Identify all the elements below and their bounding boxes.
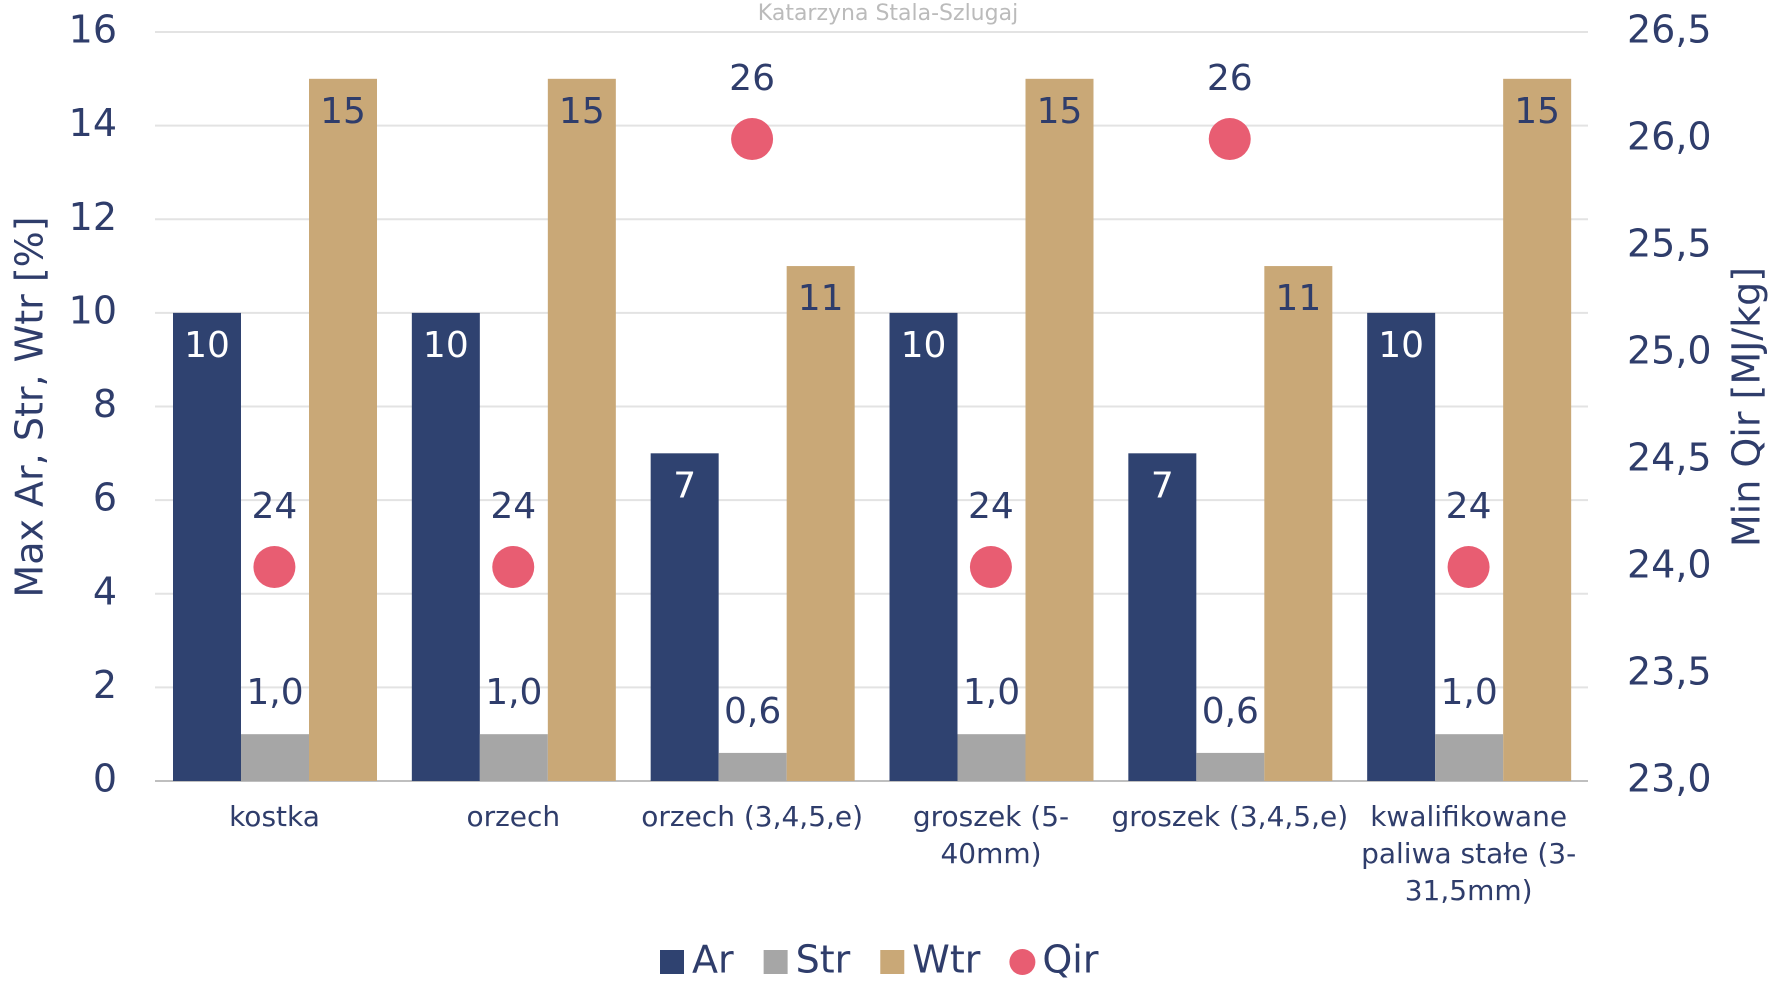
- y-tick-label: 12: [69, 195, 117, 239]
- data-label: 11: [798, 278, 844, 319]
- x-tick-label: orzech: [466, 800, 561, 833]
- y2-tick-label: 25,0: [1627, 329, 1712, 373]
- data-label: 0,6: [724, 691, 781, 732]
- x-tick-label: groszek (5-40mm): [912, 800, 1070, 870]
- bar: [889, 312, 958, 781]
- y2-axis-title: Min Qir [MJ/kg]: [1725, 267, 1769, 547]
- qir-dot: [969, 546, 1012, 588]
- y-tick-label: 0: [93, 757, 117, 801]
- data-label: 24: [490, 486, 536, 527]
- qir-dot: [492, 546, 535, 588]
- data-label: 11: [1275, 278, 1321, 319]
- bar: [650, 453, 719, 781]
- legend-label: Ar: [692, 938, 734, 982]
- bar: [1503, 78, 1572, 781]
- y-axis-title: Max Ar, Str, Wtr [%]: [8, 216, 52, 597]
- y-tick-label: 14: [69, 101, 117, 145]
- bar: [1128, 453, 1197, 781]
- bar: [547, 78, 616, 781]
- y2-tick-label: 26,5: [1627, 8, 1712, 52]
- data-label: 1,0: [485, 672, 542, 713]
- bar: [1025, 78, 1094, 781]
- legend-swatch: [1009, 949, 1036, 975]
- y2-tick-label: 24,0: [1627, 543, 1712, 587]
- bar: [957, 734, 1026, 781]
- data-label: 24: [252, 486, 298, 527]
- qir-dot: [253, 546, 296, 588]
- bar: [479, 734, 548, 781]
- data-label: 15: [320, 91, 366, 132]
- x-tick-label: groszek (3,4,5,e): [1111, 800, 1349, 833]
- qir-dot: [731, 118, 774, 160]
- bar: [1264, 266, 1333, 781]
- data-label: 15: [559, 91, 605, 132]
- data-label: 15: [1514, 91, 1560, 132]
- y2-tick-label: 24,5: [1627, 436, 1712, 480]
- bar: [718, 752, 787, 781]
- y2-tick-label: 25,5: [1627, 222, 1712, 266]
- legend-swatch: [880, 950, 905, 974]
- bar: [1367, 312, 1436, 781]
- bar: [173, 312, 241, 781]
- bar: [309, 78, 377, 781]
- data-label: 1,0: [963, 672, 1020, 713]
- x-tick-label: kostka: [229, 800, 320, 833]
- data-label: 0,6: [1202, 691, 1259, 732]
- legend-label: Str: [796, 938, 851, 982]
- qir-dot: [1208, 118, 1251, 160]
- data-label: 1,0: [1441, 672, 1498, 713]
- legend-swatch: [763, 950, 788, 974]
- bar: [411, 312, 480, 781]
- y-tick-label: 4: [93, 569, 117, 613]
- data-label: 10: [423, 325, 469, 366]
- data-label: 7: [1151, 465, 1174, 506]
- data-label: 7: [673, 465, 696, 506]
- data-label: 10: [901, 325, 947, 366]
- data-label: 10: [184, 325, 230, 366]
- y2-tick-label: 23,0: [1627, 757, 1712, 801]
- y-tick-label: 6: [93, 476, 117, 520]
- data-label: 10: [1378, 325, 1424, 366]
- data-label: 1,0: [246, 672, 303, 713]
- data-label: 24: [1446, 486, 1492, 527]
- watermark: Katarzyna Stala-Szlugaj: [758, 1, 1018, 26]
- y-tick-label: 10: [69, 288, 117, 332]
- x-tick-label: kwalifikowane paliwa stałe (3-31,5mm): [1361, 800, 1577, 907]
- legend-swatch: [660, 950, 684, 974]
- y2-tick-label: 26,0: [1627, 115, 1712, 159]
- y2-tick-label: 23,5: [1627, 650, 1712, 694]
- bar: [1196, 752, 1265, 781]
- y-tick-label: 16: [69, 8, 117, 52]
- legend-label: Qir: [1042, 938, 1098, 982]
- y-tick-label: 2: [93, 663, 117, 707]
- bar: [786, 266, 855, 781]
- legend-label: Wtr: [912, 938, 980, 982]
- bar: [241, 734, 309, 781]
- data-label: 26: [1207, 58, 1253, 99]
- qir-dot: [1447, 546, 1490, 588]
- y-tick-label: 8: [93, 382, 117, 426]
- data-label: 24: [968, 486, 1014, 527]
- bar: [1435, 734, 1504, 781]
- data-label: 26: [729, 58, 775, 99]
- data-label: 15: [1037, 91, 1083, 132]
- x-tick-label: orzech (3,4,5,e): [641, 800, 864, 833]
